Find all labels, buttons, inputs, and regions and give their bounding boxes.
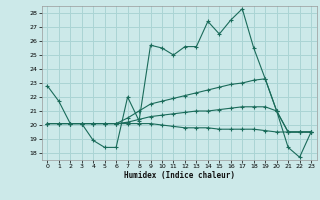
X-axis label: Humidex (Indice chaleur): Humidex (Indice chaleur)	[124, 171, 235, 180]
